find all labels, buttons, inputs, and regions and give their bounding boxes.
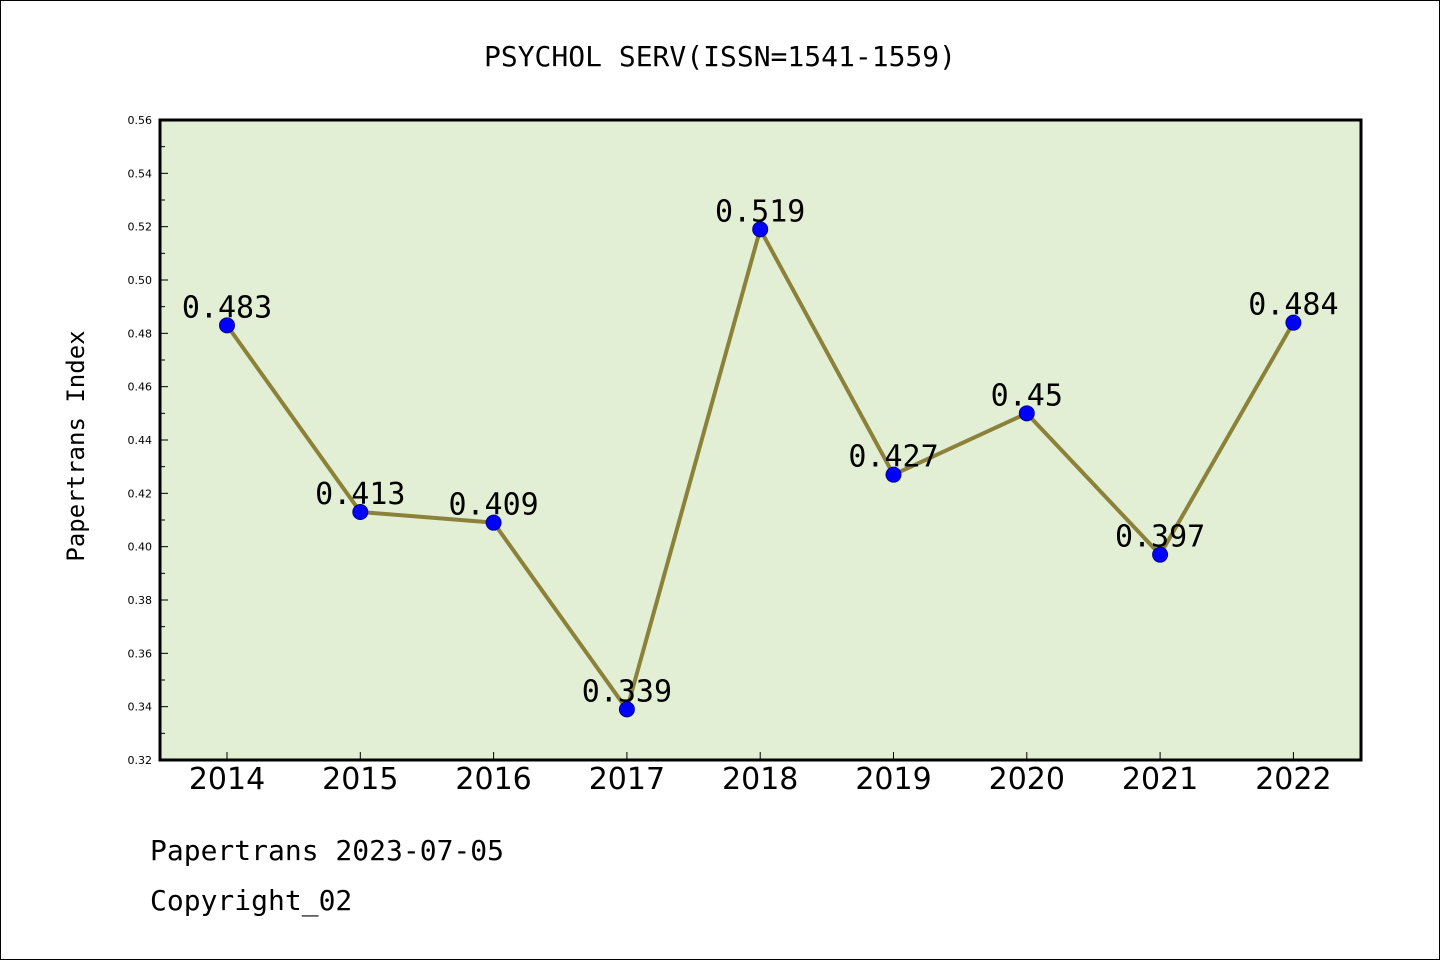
data-point (352, 504, 369, 520)
y-tick-label: 0.34 (128, 701, 153, 714)
series-markers (219, 221, 1302, 718)
footer-copyright: Copyright_02 (150, 884, 353, 917)
y-tick-label: 0.44 (128, 434, 153, 447)
y-axis-label: Papertrans Index (62, 330, 90, 561)
data-point (485, 514, 502, 531)
data-point (618, 701, 635, 718)
y-tick-label: 0.36 (128, 647, 153, 660)
data-label: 0.397 (1115, 520, 1205, 555)
x-tick-label: 2018 (722, 762, 798, 797)
y-tick-label: 0.40 (128, 541, 153, 554)
y-tick-label: 0.50 (128, 274, 153, 287)
data-point (1152, 546, 1169, 563)
data-label: 0.339 (582, 674, 672, 709)
y-tick-label: 0.32 (128, 754, 153, 767)
y-tick-label: 0.52 (128, 221, 153, 234)
x-tick-label: 2015 (322, 762, 398, 797)
data-label: 0.409 (448, 488, 538, 523)
x-tick-label: 2019 (855, 762, 931, 797)
x-axis-ticks: 2014 2015 2016 2017 2018 2019 2020 2021 2022 (189, 752, 1332, 797)
y-tick-label: 0.48 (128, 327, 153, 340)
chart-title: PSYCHOL SERV(ISSN=1541-1559) (484, 40, 956, 73)
data-point (219, 317, 235, 334)
data-label: 0.484 (1248, 288, 1338, 323)
x-tick-label: 2021 (1122, 762, 1198, 797)
data-label: 0.427 (848, 440, 938, 475)
y-tick-label: 0.46 (128, 381, 153, 394)
x-tick-label: 2022 (1255, 762, 1331, 797)
data-point (752, 221, 769, 238)
data-point (1018, 405, 1035, 422)
footer-date: Papertrans 2023-07-05 (150, 834, 505, 867)
data-labels: 0.483 0.413 0.409 0.339 0.519 0.427 0.45 0.397 0… (182, 194, 1339, 709)
y-axis-ticks: 0.32 0.34 0.36 0.38 0.40 0.42 0.44 0.46 0.48 0.50… (128, 114, 168, 767)
data-label: 0.45 (991, 378, 1063, 413)
x-tick-label: 2017 (589, 762, 665, 797)
x-tick-label: 2014 (189, 762, 265, 797)
x-tick-label: 2016 (455, 762, 531, 797)
data-point (1285, 314, 1302, 331)
data-point (885, 466, 902, 483)
y-tick-label: 0.54 (128, 167, 153, 180)
data-label: 0.519 (715, 194, 805, 229)
x-tick-label: 2020 (989, 762, 1065, 797)
data-label: 0.413 (315, 477, 405, 512)
y-tick-label: 0.56 (128, 114, 153, 127)
plot-border (158, 118, 1363, 762)
y-tick-label: 0.42 (128, 487, 153, 500)
y-tick-label: 0.38 (128, 594, 153, 607)
data-label: 0.483 (182, 290, 272, 325)
